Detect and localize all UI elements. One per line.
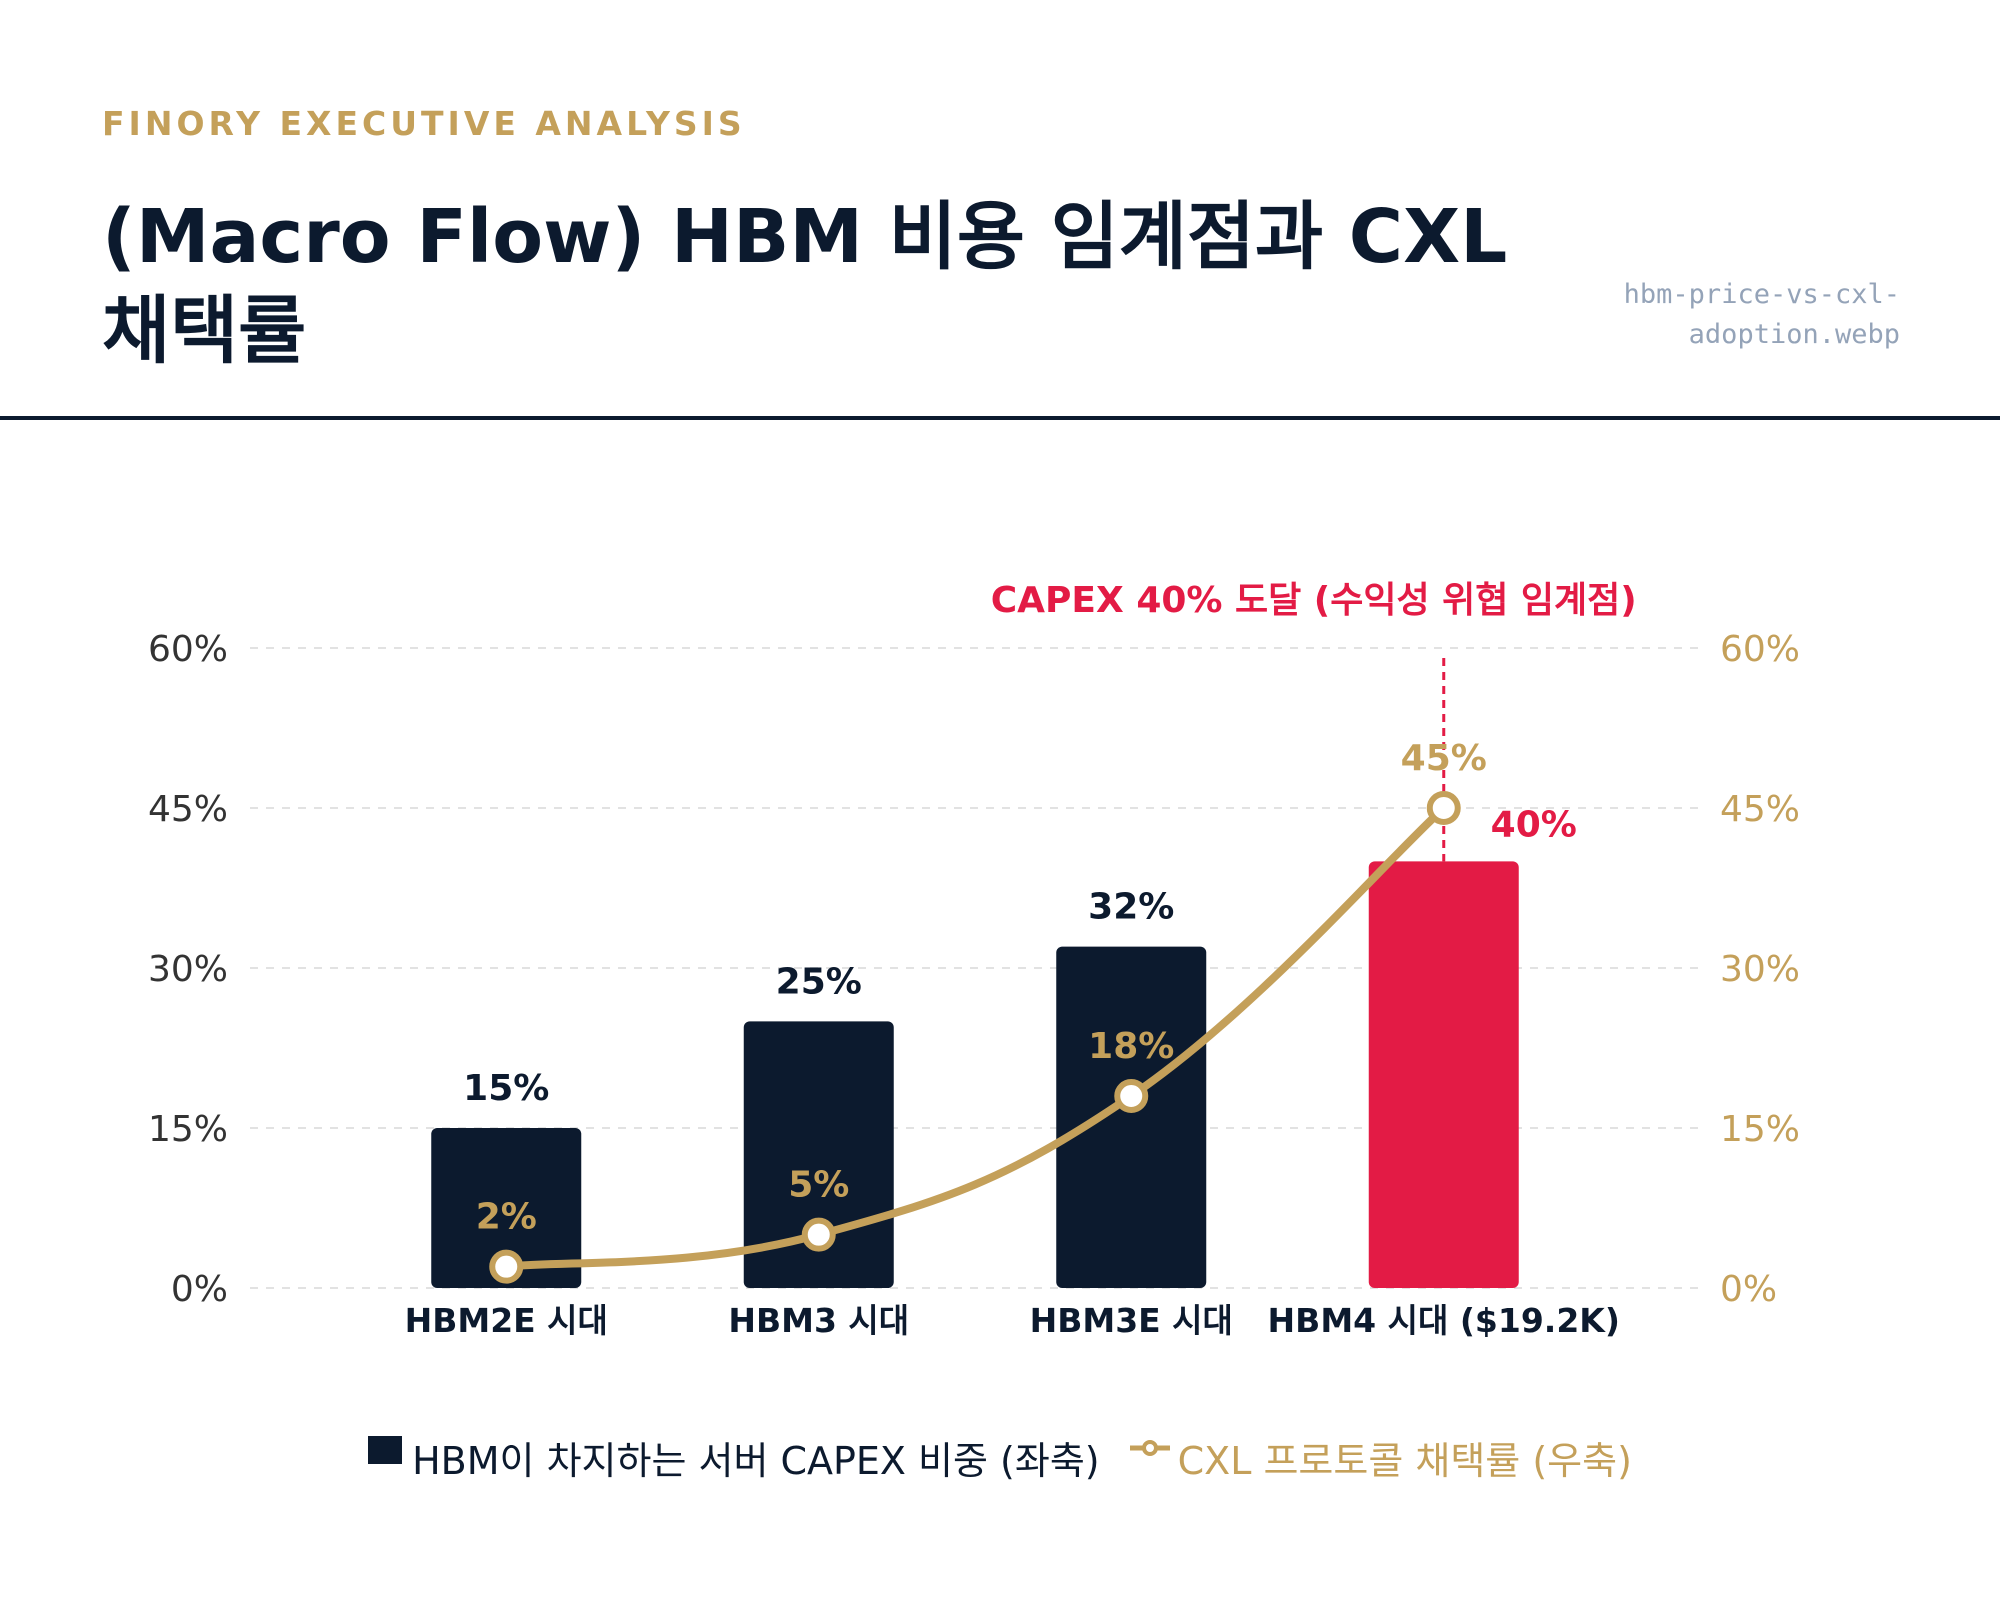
x-category-label: HBM3E 시대 bbox=[1030, 1301, 1233, 1340]
legend-label-capex: HBM이 차지하는 서버 CAPEX 비중 (좌축) bbox=[412, 1439, 1100, 1483]
cxl-value-label: 45% bbox=[1401, 738, 1487, 779]
x-category-label: HBM2E 시대 bbox=[405, 1301, 608, 1340]
kicker: FINORY EXECUTIVE ANALYSIS bbox=[102, 104, 746, 143]
cxl-value-label: 2% bbox=[476, 1197, 537, 1238]
x-category-label: HBM4 시대 ($19.2K) bbox=[1268, 1301, 1620, 1340]
cxl-value-label: 18% bbox=[1088, 1026, 1174, 1067]
combo-chart: 0% 15% 30% 45% 60% 0% 15% 30% 45% 60% CAPEX 40% 도달… bbox=[148, 580, 1800, 1340]
y-right-tick-label: 30% bbox=[1720, 949, 1800, 990]
cxl-line bbox=[502, 804, 1448, 1271]
x-category-label: HBM3 시대 bbox=[728, 1301, 909, 1340]
y-right-tick-label: 60% bbox=[1720, 629, 1800, 670]
bar bbox=[1056, 946, 1207, 1288]
bar-value-label: 40% bbox=[1491, 804, 1577, 845]
legend-bar-swatch bbox=[368, 1435, 403, 1464]
y-right-tick-label: 15% bbox=[1720, 1109, 1800, 1150]
header: FINORY EXECUTIVE ANALYSIS (Macro Flow) H… bbox=[0, 0, 2000, 420]
y-left-tick-label: 60% bbox=[148, 629, 228, 670]
legend: HBM이 차지하는 서버 CAPEX 비중 (좌축) CXL 프로토콜 채택률 … bbox=[0, 1430, 2000, 1485]
header-divider bbox=[0, 416, 2000, 420]
y-left-tick-label: 45% bbox=[148, 789, 228, 830]
legend-item-capex: HBM이 차지하는 서버 CAPEX 비중 (좌축) bbox=[368, 1430, 1100, 1485]
y-left-tick-label: 0% bbox=[171, 1269, 228, 1310]
y-right-tick-label: 0% bbox=[1720, 1269, 1777, 1310]
legend-line-swatch bbox=[1129, 1439, 1170, 1456]
cxl-point bbox=[801, 1217, 836, 1252]
y-left-tick-label: 15% bbox=[148, 1109, 228, 1150]
filename-label: hbm-price-vs-cxl-adoption.webp bbox=[1623, 279, 1900, 350]
bar bbox=[431, 1128, 582, 1288]
bar-value-label: 25% bbox=[776, 961, 862, 1002]
cxl-point bbox=[489, 1249, 524, 1284]
page-title: (Macro Flow) HBM 비용 임계점과 CXL 채택률 bbox=[102, 194, 1508, 374]
cxl-point bbox=[1114, 1079, 1149, 1113]
bar-value-label: 32% bbox=[1088, 887, 1174, 928]
y-right-tick-label: 45% bbox=[1720, 789, 1800, 830]
bar-value-label: 15% bbox=[463, 1068, 549, 1109]
annotation-label: CAPEX 40% 도달 (수익성 위협 임계점) bbox=[991, 580, 1637, 621]
legend-item-cxl: CXL 프로토콜 채택률 (우축) bbox=[1129, 1430, 1632, 1485]
cxl-point bbox=[1426, 791, 1461, 825]
cxl-value-label: 5% bbox=[788, 1165, 849, 1206]
bar bbox=[1368, 861, 1519, 1288]
legend-label-cxl: CXL 프로토콜 채택률 (우축) bbox=[1177, 1439, 1632, 1483]
y-left-tick-label: 30% bbox=[148, 949, 228, 990]
